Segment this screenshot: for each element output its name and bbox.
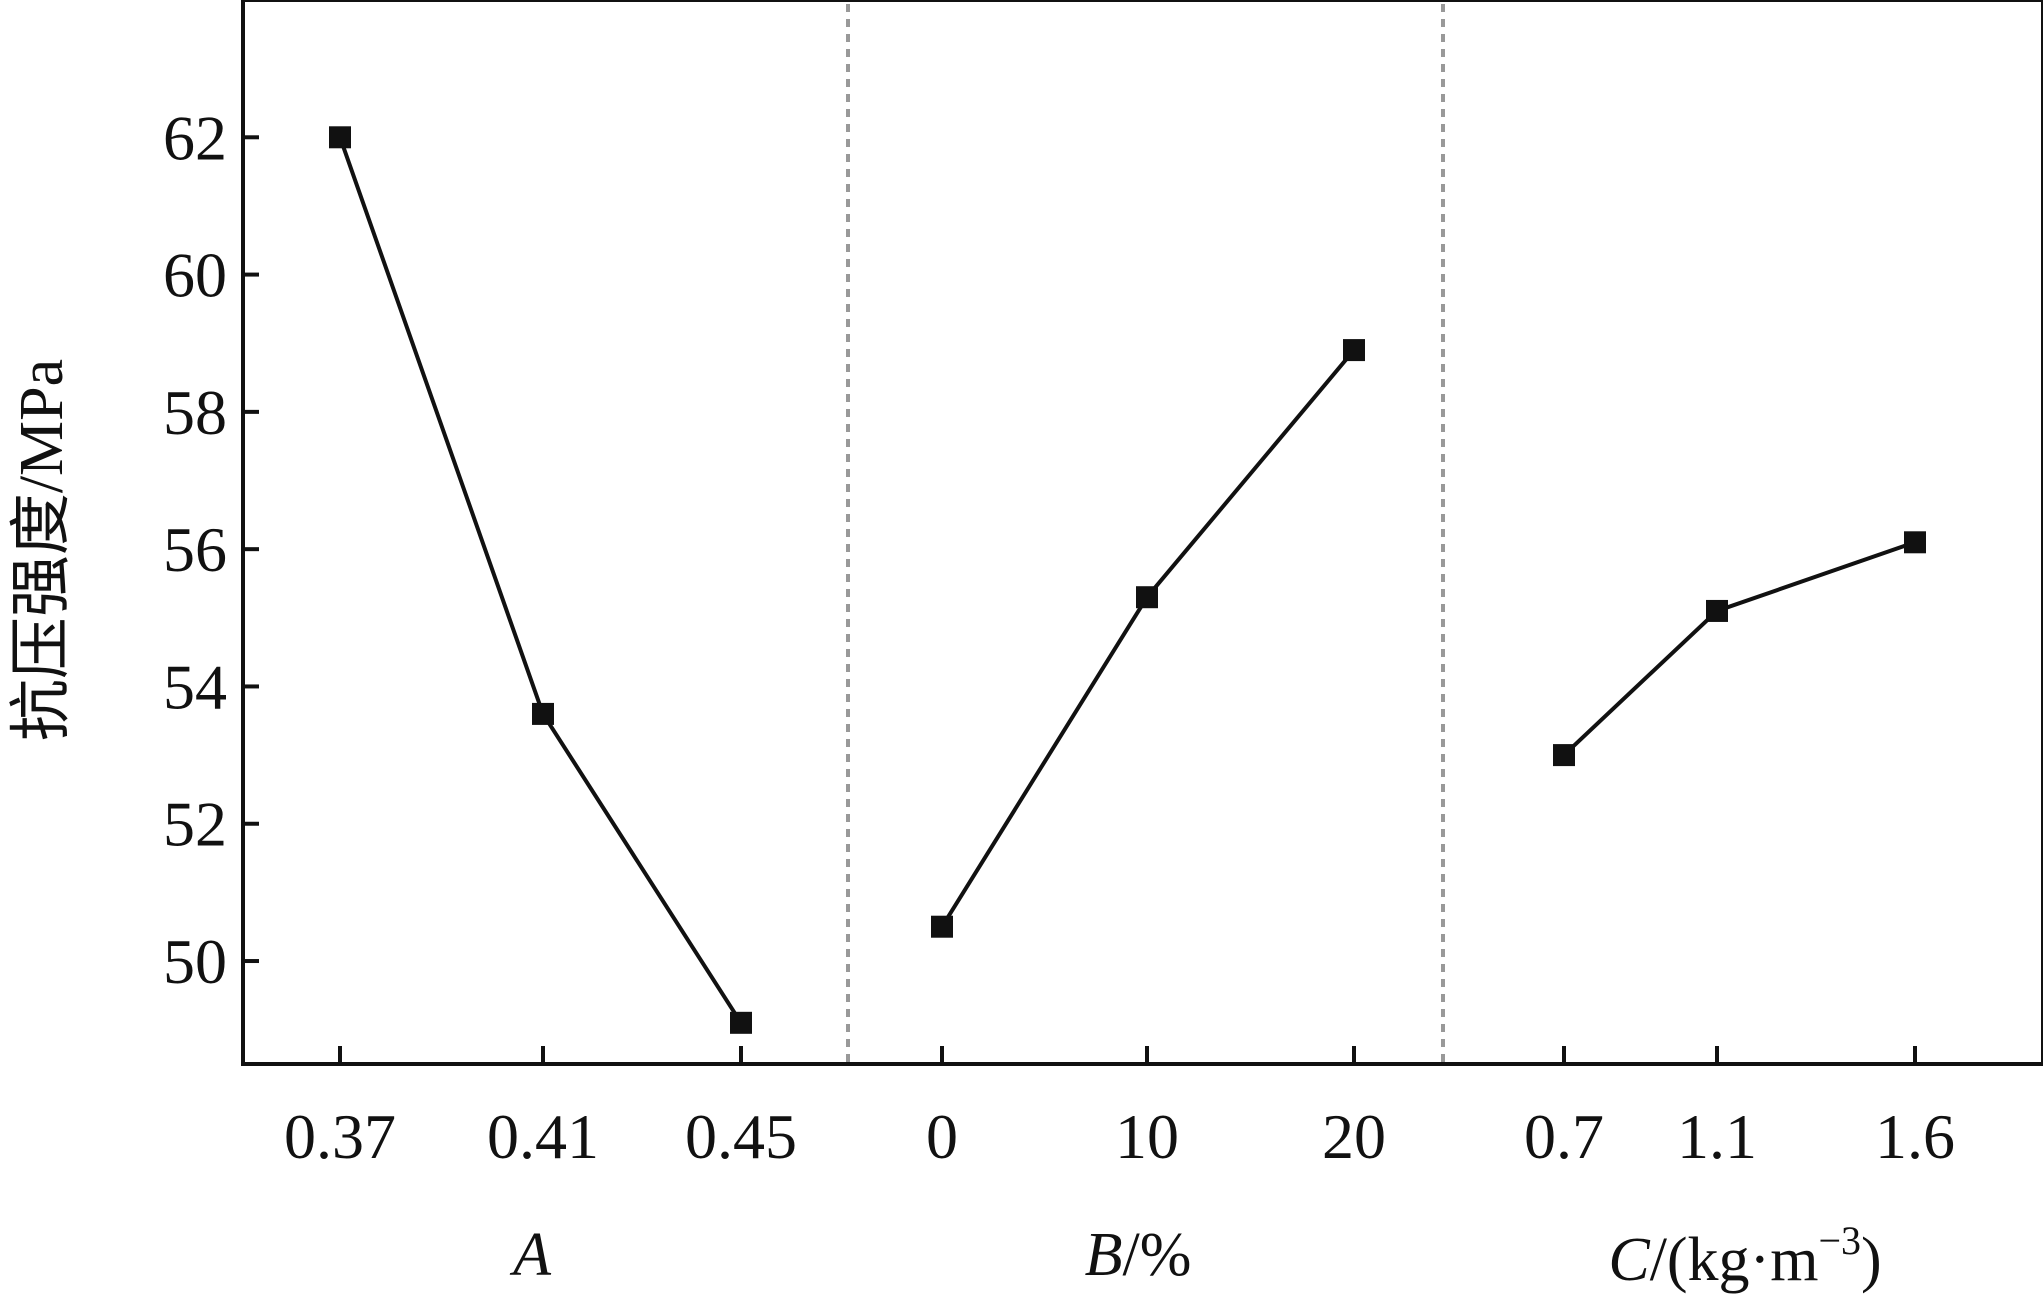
data-markers	[329, 126, 1926, 1034]
data-point-a-1	[329, 126, 351, 149]
data-point-a-2	[532, 702, 554, 725]
panel-dividers	[846, 4, 1445, 1062]
y-axis-title: 抗压强度/MPa	[8, 359, 76, 741]
y-tick-label: 54	[163, 651, 227, 722]
series-line-c	[1562, 540, 1916, 757]
series-line-a	[338, 136, 743, 1024]
y-axis-ticks: 50 52 54 56 58 60 62	[163, 102, 259, 997]
x-tick-label: 0.41	[487, 1101, 599, 1172]
data-point-c-1	[1553, 744, 1575, 767]
y-tick-label: 52	[163, 789, 227, 860]
data-point-b-2	[1136, 586, 1158, 609]
x-axis-title-b: B/%	[1085, 1221, 1192, 1289]
data-point-c-2	[1706, 599, 1728, 622]
x-tick-label: 0.37	[284, 1101, 396, 1172]
series-lines	[338, 136, 1916, 1024]
x-axis-ticks: 0.37 0.41 0.45 0 10 20 0.7 1.1 1.6	[284, 1046, 1955, 1172]
x-tick-label: 20	[1322, 1101, 1386, 1172]
data-point-a-3	[730, 1011, 752, 1034]
y-tick-label: 58	[163, 377, 227, 448]
data-point-b-1	[931, 915, 953, 938]
y-tick-label: 60	[163, 240, 227, 311]
plot-frame	[241, 0, 2043, 1066]
y-tick-label: 50	[163, 926, 227, 997]
x-axis-title-c: C/(kg·m−3)	[1608, 1218, 1881, 1294]
series-line-b	[940, 348, 1356, 928]
y-tick-label: 62	[163, 102, 227, 173]
x-tick-label: 1.6	[1875, 1101, 1955, 1172]
x-axis-title-a: A	[509, 1221, 552, 1289]
x-tick-label: 0	[926, 1101, 958, 1172]
x-tick-label: 0.7	[1524, 1101, 1604, 1172]
y-tick-label: 56	[163, 514, 227, 585]
x-tick-label: 0.45	[685, 1101, 797, 1172]
data-point-b-3	[1343, 339, 1365, 362]
x-tick-label: 10	[1115, 1101, 1179, 1172]
data-point-c-3	[1904, 531, 1926, 554]
x-tick-label: 1.1	[1677, 1101, 1757, 1172]
